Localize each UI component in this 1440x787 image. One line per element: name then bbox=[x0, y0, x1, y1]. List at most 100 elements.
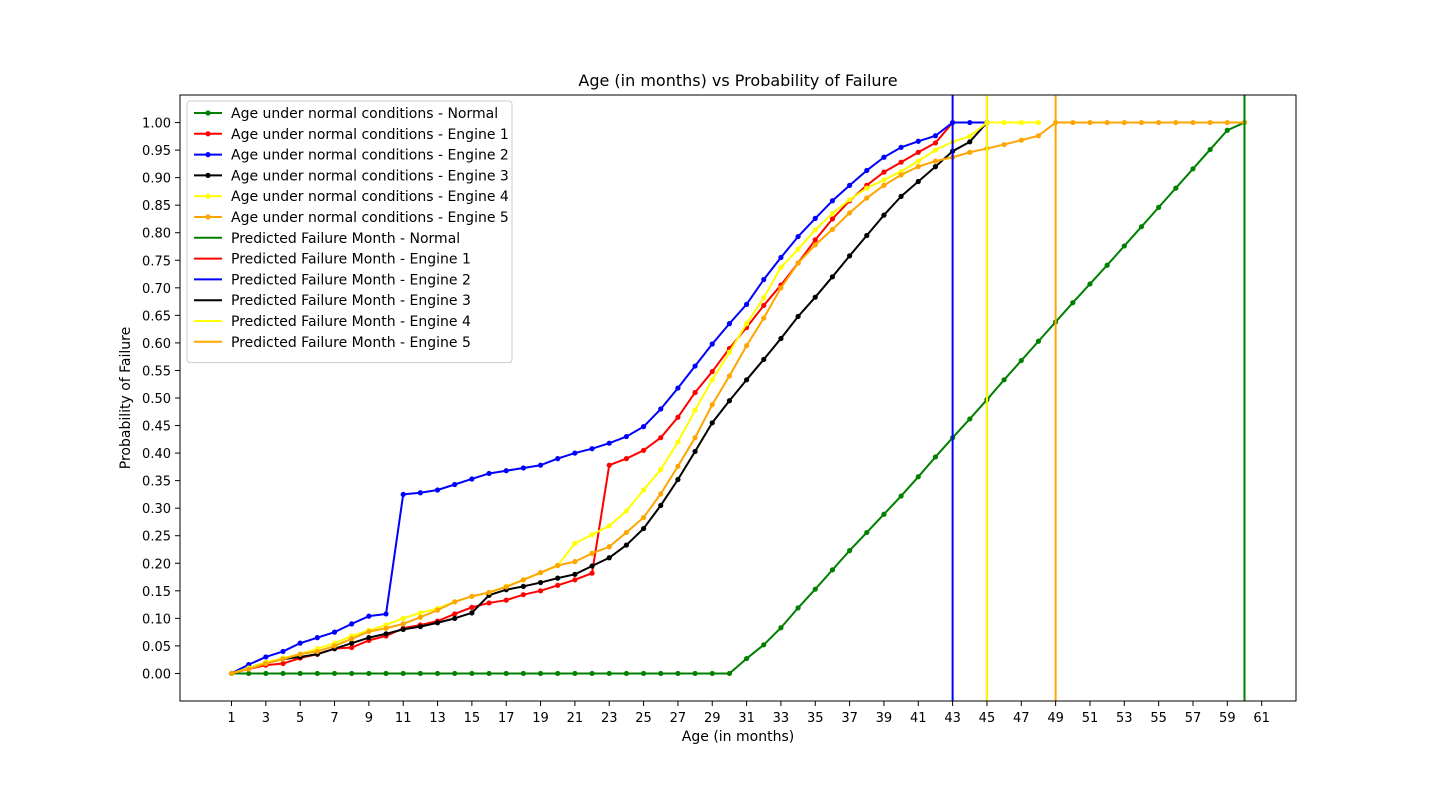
data-point bbox=[537, 670, 544, 677]
chart-title: Age (in months) vs Probability of Failur… bbox=[578, 71, 897, 90]
data-point bbox=[898, 172, 904, 178]
legend-item: Age under normal conditions - Engine 3 bbox=[194, 168, 509, 184]
legend-label: Age under normal conditions - Engine 2 bbox=[231, 148, 509, 164]
data-point bbox=[1156, 204, 1162, 210]
data-point bbox=[709, 402, 715, 408]
data-point bbox=[606, 462, 612, 468]
data-point bbox=[847, 548, 853, 554]
data-point bbox=[589, 570, 595, 576]
data-point bbox=[520, 592, 526, 598]
legend-marker bbox=[205, 172, 211, 178]
data-point bbox=[658, 467, 664, 473]
data-point bbox=[881, 169, 887, 175]
data-point bbox=[383, 631, 389, 637]
data-point bbox=[675, 476, 681, 483]
x-tick-label: 39 bbox=[876, 711, 893, 726]
data-point bbox=[1104, 119, 1110, 126]
x-tick-label: 49 bbox=[1047, 711, 1064, 726]
data-point bbox=[761, 356, 767, 363]
data-point bbox=[434, 670, 441, 677]
data-point bbox=[640, 487, 647, 493]
data-point bbox=[572, 559, 578, 565]
y-tick-label: 0.80 bbox=[142, 227, 171, 242]
data-point bbox=[623, 542, 630, 548]
data-point bbox=[881, 212, 887, 218]
data-point bbox=[1224, 119, 1230, 126]
x-tick-label: 19 bbox=[532, 711, 549, 726]
x-tick-label: 57 bbox=[1185, 711, 1202, 726]
legend-item: Age under normal conditions - Engine 4 bbox=[194, 189, 509, 205]
data-point bbox=[349, 636, 355, 642]
data-point bbox=[228, 670, 235, 677]
data-point bbox=[469, 670, 475, 677]
data-point bbox=[383, 670, 389, 677]
y-tick-label: 0.95 bbox=[142, 144, 171, 159]
y-tick-label: 0.25 bbox=[142, 530, 171, 545]
data-point bbox=[795, 246, 801, 252]
data-point bbox=[555, 456, 561, 462]
data-point bbox=[1001, 119, 1007, 126]
x-tick-label: 47 bbox=[1013, 711, 1030, 726]
y-tick-label: 0.40 bbox=[142, 447, 171, 462]
legend-item: Age under normal conditions - Normal bbox=[194, 106, 498, 122]
data-point bbox=[1190, 166, 1196, 172]
data-point bbox=[932, 454, 939, 460]
y-tick-label: 0.30 bbox=[142, 502, 171, 517]
data-point bbox=[847, 197, 853, 203]
data-point bbox=[314, 635, 320, 641]
data-point bbox=[280, 670, 286, 677]
data-point bbox=[726, 398, 733, 404]
data-point bbox=[589, 563, 595, 569]
data-point bbox=[1104, 262, 1110, 268]
data-point bbox=[778, 254, 784, 261]
data-point bbox=[967, 119, 973, 126]
data-point bbox=[898, 193, 904, 199]
data-point bbox=[829, 198, 836, 204]
legend-label: Predicted Failure Month - Engine 1 bbox=[231, 252, 471, 268]
data-point bbox=[709, 368, 715, 375]
data-point bbox=[915, 178, 921, 185]
data-point bbox=[434, 607, 441, 613]
data-point bbox=[349, 644, 355, 651]
x-tick-label: 17 bbox=[498, 711, 515, 726]
y-tick-label: 0.20 bbox=[142, 557, 171, 572]
x-tick-label: 55 bbox=[1150, 711, 1167, 726]
data-point bbox=[847, 182, 853, 188]
data-point bbox=[881, 154, 887, 160]
x-tick-label: 1 bbox=[227, 711, 235, 726]
data-point bbox=[417, 490, 423, 496]
data-point bbox=[623, 529, 630, 536]
y-axis: 0.00 0.05 0.10 0.15 0.20 0.25 0.30 0.35 0.40 0.45… bbox=[142, 117, 180, 682]
data-point bbox=[280, 660, 286, 667]
data-point bbox=[623, 508, 630, 514]
data-point bbox=[709, 377, 715, 383]
data-point bbox=[383, 611, 389, 617]
legend-label: Age under normal conditions - Normal bbox=[231, 106, 498, 122]
data-point bbox=[349, 640, 355, 646]
data-point bbox=[400, 626, 406, 632]
legend-label: Age under normal conditions - Engine 3 bbox=[231, 168, 509, 184]
data-point bbox=[1173, 119, 1179, 126]
series-line bbox=[231, 121, 1245, 675]
data-point bbox=[1001, 377, 1007, 383]
series-6 bbox=[228, 119, 1248, 677]
data-point bbox=[1207, 146, 1213, 153]
data-point bbox=[761, 276, 767, 283]
data-point bbox=[829, 274, 836, 280]
x-tick-label: 43 bbox=[944, 711, 961, 726]
data-point bbox=[1070, 119, 1076, 126]
x-tick-label: 61 bbox=[1253, 711, 1270, 726]
data-point bbox=[537, 570, 544, 576]
data-point bbox=[1018, 357, 1024, 364]
data-point bbox=[297, 640, 303, 646]
x-tick-label: 27 bbox=[670, 711, 687, 726]
data-point bbox=[555, 562, 561, 569]
data-point bbox=[349, 621, 355, 627]
data-point bbox=[263, 660, 269, 667]
data-point bbox=[520, 577, 526, 583]
data-point bbox=[812, 294, 818, 300]
data-point bbox=[417, 614, 423, 620]
data-point bbox=[434, 620, 441, 626]
data-point bbox=[675, 670, 681, 677]
